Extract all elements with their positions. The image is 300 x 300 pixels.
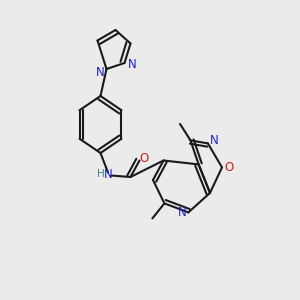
Text: O: O bbox=[224, 161, 233, 174]
Text: N: N bbox=[209, 134, 218, 147]
Text: N: N bbox=[128, 58, 136, 71]
Text: N: N bbox=[178, 206, 187, 219]
Text: N: N bbox=[103, 168, 112, 182]
Text: H: H bbox=[97, 169, 104, 179]
Text: N: N bbox=[96, 65, 105, 79]
Text: O: O bbox=[140, 152, 148, 166]
